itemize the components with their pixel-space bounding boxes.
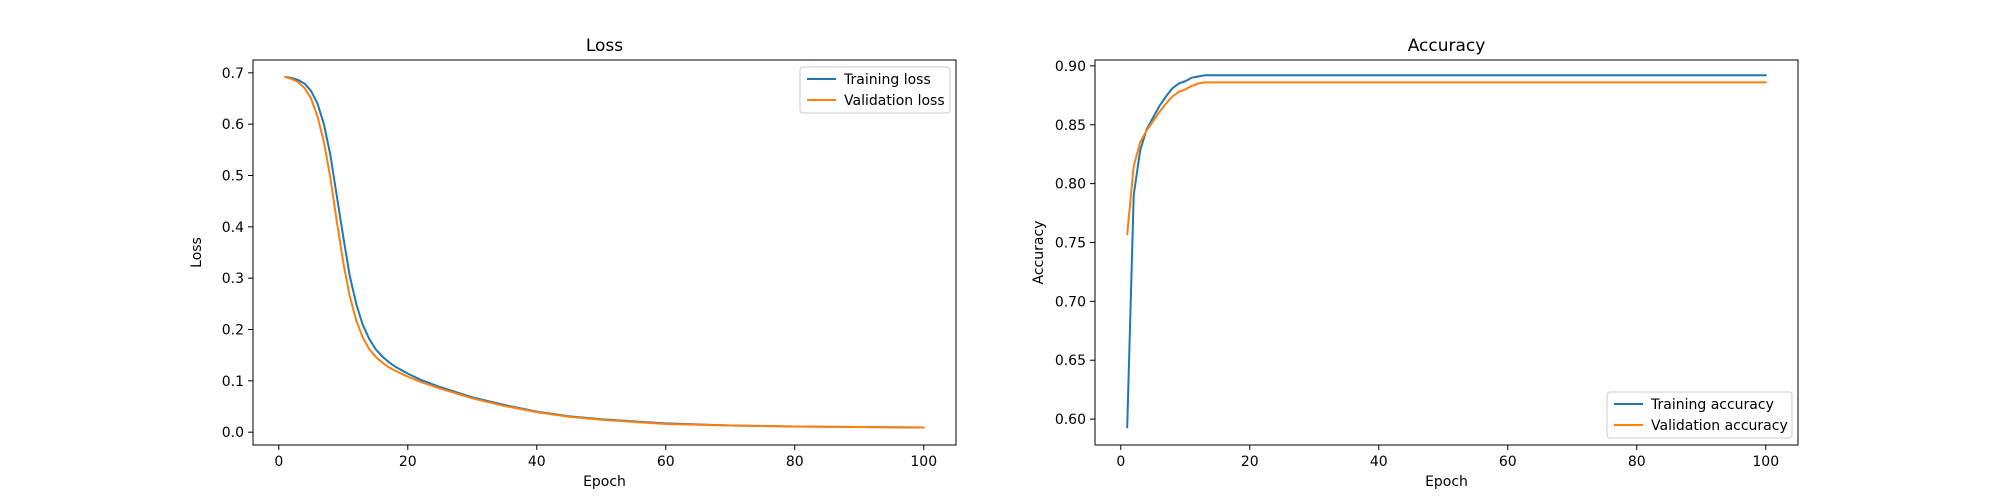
loss-plot-frame [252,59,957,446]
accuracy-x-tick-label: 20 [1241,454,1259,470]
accuracy-y-tick-label: 0.90 [1055,59,1086,75]
loss-x-tick-label: 0 [274,454,283,470]
loss-y-tick-label: 0.4 [222,220,244,236]
accuracy-x-tick-label: 0 [1116,454,1125,470]
accuracy-series-line-validation [1126,81,1767,236]
loss-chart: 0 20 40 60 80 100 0.0 0.1 0.2 0.3 0.4 0.5 0.6 0.7 Lo… [189,36,957,490]
accuracy-legend: Training accuracy Validation accuracy [1606,391,1793,439]
loss-y-tick-label: 0.1 [222,374,244,390]
accuracy-x-tick-label: 80 [1628,454,1646,470]
accuracy-chart-title: Accuracy [1408,36,1486,56]
accuracy-chart: 0 20 40 60 80 100 0.60 0.65 0.70 0.75 0.80 0.85 0.9… [1031,36,1799,490]
loss-legend-box [799,66,951,114]
loss-y-tick-label: 0.5 [222,169,244,185]
accuracy-plot-frame [1094,59,1799,446]
loss-legend: Training loss Validation loss [799,66,951,114]
accuracy-x-tick-label: 60 [1499,454,1517,470]
accuracy-x-tick-label: 100 [1752,454,1779,470]
loss-y-tick-label: 0.6 [222,117,244,133]
loss-y-tick-label: 0.2 [222,323,244,339]
accuracy-y-ticks: 0.60 0.65 0.70 0.75 0.80 0.85 0.90 [1055,59,1095,428]
loss-y-axis-label: Loss [189,237,205,268]
accuracy-x-tick-label: 40 [1370,454,1388,470]
loss-y-tick-label: 0.7 [222,66,244,82]
accuracy-y-tick-label: 0.80 [1055,177,1086,193]
loss-y-ticks: 0.0 0.1 0.2 0.3 0.4 0.5 0.6 0.7 [222,66,253,441]
accuracy-lines [1126,74,1767,429]
accuracy-legend-label-validation: Validation accuracy [1651,418,1788,434]
loss-legend-label-validation: Validation loss [844,93,945,109]
loss-legend-label-training: Training loss [843,72,931,88]
accuracy-series-line-training [1126,74,1767,429]
accuracy-y-tick-label: 0.60 [1055,412,1086,428]
accuracy-y-tick-label: 0.75 [1055,235,1086,251]
accuracy-y-axis-label: Accuracy [1031,221,1047,285]
accuracy-legend-box [1606,391,1793,439]
loss-y-tick-label: 0.3 [222,271,244,287]
loss-x-tick-label: 20 [399,454,417,470]
accuracy-x-ticks: 0 20 40 60 80 100 [1116,445,1779,470]
loss-series-line-validation [284,75,925,429]
loss-chart-title: Loss [586,36,623,56]
loss-x-ticks: 0 20 40 60 80 100 [274,445,937,470]
accuracy-y-tick-label: 0.65 [1055,353,1086,369]
loss-lines [284,75,925,429]
loss-x-axis-label: Epoch [583,474,626,490]
loss-y-tick-label: 0.0 [222,425,244,441]
accuracy-y-tick-label: 0.70 [1055,294,1086,310]
accuracy-y-tick-label: 0.85 [1055,118,1086,134]
loss-x-tick-label: 80 [786,454,804,470]
accuracy-legend-label-training: Training accuracy [1650,397,1774,413]
loss-x-tick-label: 100 [910,454,937,470]
loss-x-tick-label: 40 [528,454,546,470]
loss-x-tick-label: 60 [657,454,675,470]
accuracy-x-axis-label: Epoch [1425,474,1468,490]
